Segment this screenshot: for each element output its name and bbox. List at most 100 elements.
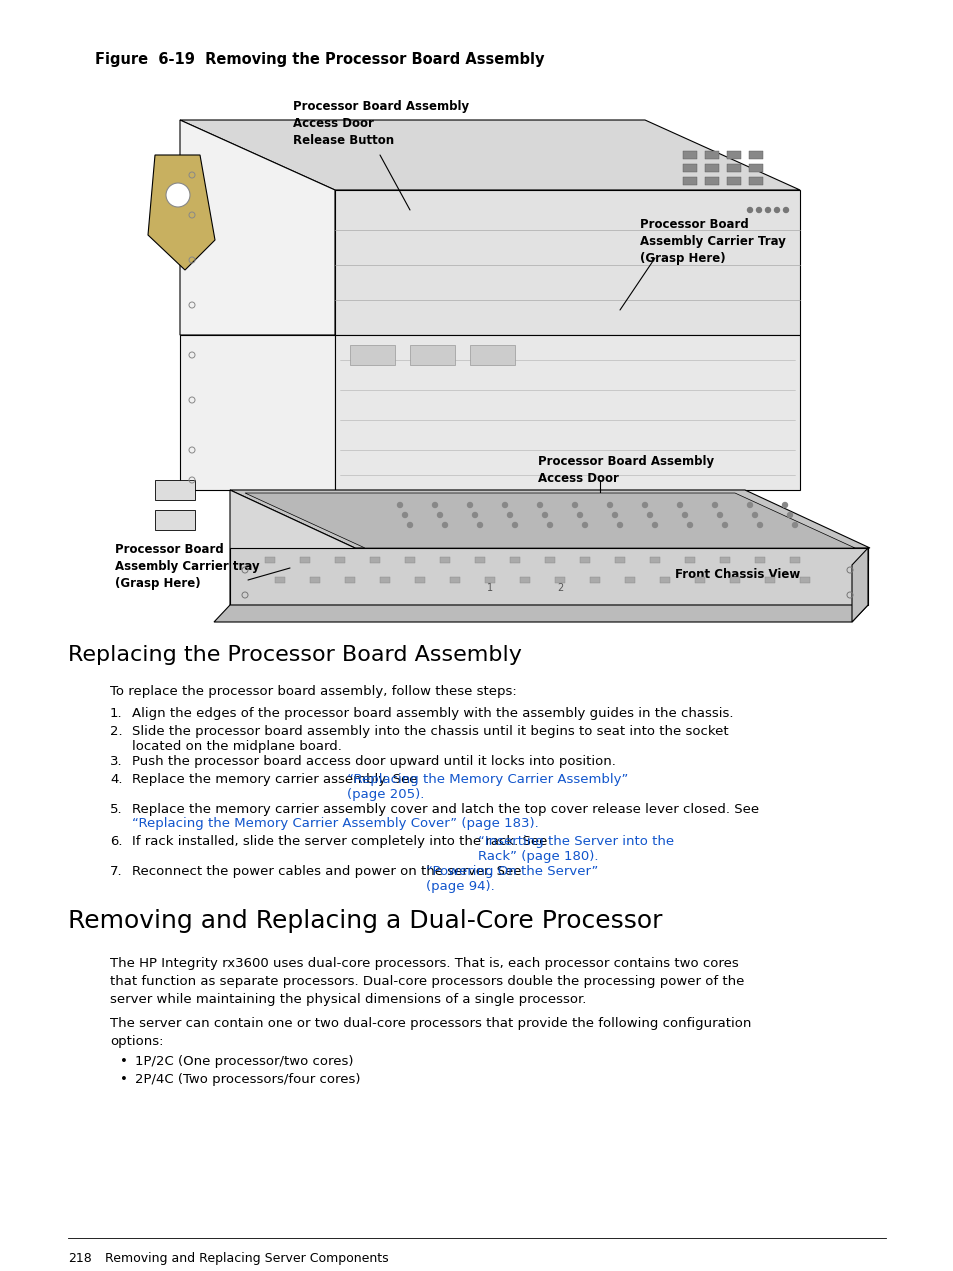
Bar [748,151,762,159]
Text: •: • [120,1073,128,1085]
Bar [682,164,697,172]
Circle shape [712,502,717,507]
Circle shape [397,502,402,507]
Bar [729,577,740,583]
Bar [659,577,669,583]
Bar [684,557,695,563]
Text: Push the processor board access door upward until it locks into position.: Push the processor board access door upw… [132,755,616,768]
Text: Processor Board
Assembly Carrier tray
(Grasp Here): Processor Board Assembly Carrier tray (G… [115,543,259,590]
Text: 218: 218 [68,1252,91,1265]
Text: “Inserting the Server into the
Rack” (page 180).: “Inserting the Server into the Rack” (pa… [478,835,674,863]
Bar [405,557,415,563]
Text: “Powering On the Server”
(page 94).: “Powering On the Server” (page 94). [426,866,598,894]
Bar [470,344,515,365]
Circle shape [786,512,792,517]
Circle shape [572,502,577,507]
Text: 1: 1 [486,583,493,594]
Text: Front Chassis View: Front Chassis View [675,568,800,581]
Circle shape [782,207,788,212]
Text: Removing and Replacing Server Components: Removing and Replacing Server Components [105,1252,388,1265]
Bar [615,557,624,563]
Bar [265,557,274,563]
Polygon shape [154,510,194,530]
Bar [370,557,379,563]
Bar [726,164,740,172]
Bar [519,577,530,583]
Text: Processor Board
Assembly Carrier Tray
(Grasp Here): Processor Board Assembly Carrier Tray (G… [639,219,785,264]
Text: 5.: 5. [110,803,123,816]
Text: 7.: 7. [110,866,123,878]
Polygon shape [230,548,867,605]
Circle shape [432,502,437,507]
Bar [345,577,355,583]
Circle shape [757,522,761,527]
Polygon shape [180,119,800,189]
Circle shape [652,522,657,527]
Circle shape [507,512,512,517]
Polygon shape [213,605,867,622]
Polygon shape [230,491,355,605]
Text: “Replacing the Memory Carrier Assembly”
(page 205).: “Replacing the Memory Carrier Assembly” … [347,773,628,801]
Circle shape [502,502,507,507]
Circle shape [717,512,721,517]
Circle shape [512,522,517,527]
Text: 3.: 3. [110,755,123,768]
Bar [415,577,424,583]
Text: 4.: 4. [110,773,122,785]
Bar [748,177,762,186]
Circle shape [792,522,797,527]
Bar [682,151,697,159]
Polygon shape [180,119,335,336]
Circle shape [752,512,757,517]
Text: •: • [120,1055,128,1068]
Circle shape [647,512,652,517]
Circle shape [607,502,612,507]
Circle shape [764,207,770,212]
Circle shape [681,512,687,517]
Text: “Replacing the Memory Carrier Assembly Cover” (page 183).: “Replacing the Memory Carrier Assembly C… [132,817,538,830]
Bar [450,577,459,583]
Bar [704,164,719,172]
Text: 2: 2 [557,583,562,594]
Bar [789,557,800,563]
Circle shape [747,502,752,507]
Text: If rack installed, slide the server completely into the rack. See: If rack installed, slide the server comp… [132,835,551,848]
Bar [704,151,719,159]
Text: Align the edges of the processor board assembly with the assembly guides in the : Align the edges of the processor board a… [132,707,733,719]
Bar [695,577,704,583]
Polygon shape [245,493,854,548]
Text: Replace the memory carrier assembly. See: Replace the memory carrier assembly. See [132,773,421,785]
Bar [310,577,319,583]
Polygon shape [148,155,214,269]
Circle shape [577,512,582,517]
Bar [649,557,659,563]
Polygon shape [180,336,335,491]
Bar [754,557,764,563]
Circle shape [402,512,407,517]
Text: 2.: 2. [110,724,123,738]
Circle shape [612,512,617,517]
Circle shape [617,522,622,527]
Text: 1P/2C (One processor/two cores): 1P/2C (One processor/two cores) [135,1055,354,1068]
Circle shape [582,522,587,527]
Bar [800,577,809,583]
Text: Processor Board Assembly
Access Door: Processor Board Assembly Access Door [537,455,714,486]
Bar [544,557,555,563]
Bar [299,557,310,563]
Text: The HP Integrity rx3600 uses dual-core processors. That is, each processor conta: The HP Integrity rx3600 uses dual-core p… [110,957,743,1007]
Polygon shape [230,491,869,548]
Polygon shape [851,548,867,622]
Text: 6.: 6. [110,835,122,848]
Bar [484,577,495,583]
Circle shape [687,522,692,527]
Circle shape [756,207,760,212]
Text: Slide the processor board assembly into the chassis until it begins to seat into: Slide the processor board assembly into … [132,724,728,752]
Circle shape [166,183,190,207]
Polygon shape [357,548,867,561]
Text: The server can contain one or two dual-core processors that provide the followin: The server can contain one or two dual-c… [110,1017,751,1049]
Circle shape [547,522,552,527]
Text: To replace the processor board assembly, follow these steps:: To replace the processor board assembly,… [110,685,517,698]
Circle shape [407,522,412,527]
Polygon shape [154,480,194,500]
Bar [510,557,519,563]
